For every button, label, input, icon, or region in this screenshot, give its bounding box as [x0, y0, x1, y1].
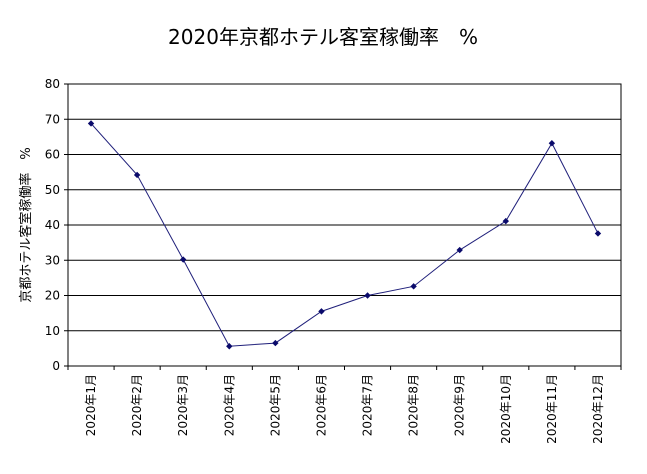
x-tick-label: 2020年3月 [176, 374, 190, 436]
series [87, 120, 602, 350]
x-tick-label: 2020年4月 [222, 374, 236, 436]
x-tick-label: 2020年1月 [84, 374, 98, 436]
y-tick-labels: 0 10 20 30 40 50 60 70 80 [45, 77, 60, 373]
data-point [133, 171, 141, 179]
y-tick-label: 30 [45, 253, 60, 267]
data-point [318, 308, 325, 315]
chart-title: 2020年京都ホテル客室稼働率 % [168, 25, 478, 49]
y-tick-label: 80 [45, 77, 60, 91]
y-tick-label: 20 [45, 289, 60, 303]
data-point [180, 256, 187, 263]
data-point [548, 140, 556, 147]
y-tick-label: 50 [45, 183, 60, 197]
data-point [364, 292, 371, 299]
y-tick-label: 10 [45, 324, 60, 338]
data-point [456, 246, 463, 254]
x-tick-label: 2020年8月 [407, 374, 421, 436]
series-line [90, 123, 599, 347]
x-tick-label: 2020年9月 [453, 374, 467, 436]
x-tick-label: 2020年7月 [361, 374, 375, 436]
y-tick-label: 40 [45, 218, 60, 232]
y-tick-label: 60 [45, 148, 60, 162]
axes [64, 83, 622, 370]
x-tick-label: 2020年5月 [268, 374, 282, 436]
y-axis-label: 京都ホテル客室稼働率 % [18, 147, 34, 302]
data-point [272, 339, 279, 347]
gridlines [68, 118, 621, 332]
x-tick-label: 2020年11月 [545, 374, 559, 444]
data-point [226, 343, 233, 350]
y-tick-label: 0 [52, 359, 60, 373]
data-point [87, 120, 95, 127]
data-point [594, 230, 602, 237]
x-tick-label: 2020年6月 [314, 374, 328, 436]
y-tick-label: 70 [45, 112, 60, 126]
data-point [502, 217, 509, 225]
x-tick-label: 2020年12月 [591, 374, 605, 444]
x-tick-label: 2020年2月 [130, 374, 144, 436]
data-point [410, 283, 417, 290]
x-tick-label: 2020年10月 [499, 374, 513, 444]
x-tick-labels: 2020年1月 2020年2月 2020年3月 2020年4月 2020年5月 2020年… [84, 374, 605, 444]
